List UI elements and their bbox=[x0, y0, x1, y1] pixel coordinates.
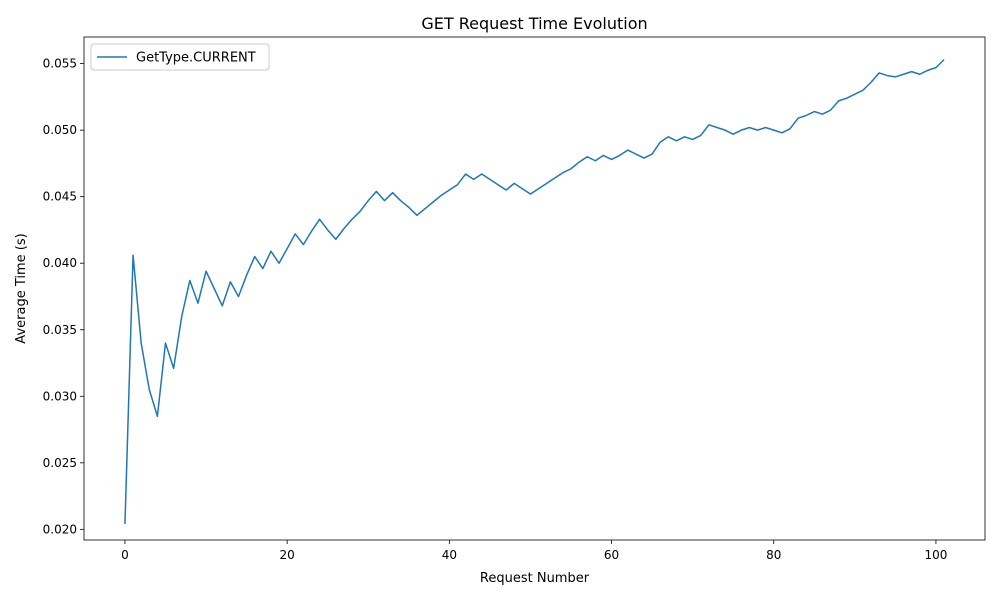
series-line-gettype-current bbox=[124, 59, 945, 525]
y-tick-label: 0.045 bbox=[43, 190, 77, 204]
x-tick-label: 0 bbox=[121, 548, 129, 562]
legend-label-gettype-current: GetType.CURRENT bbox=[136, 51, 256, 66]
y-tick-label: 0.025 bbox=[43, 456, 77, 470]
y-tick-label: 0.050 bbox=[43, 123, 77, 137]
x-tick-label: 40 bbox=[442, 548, 457, 562]
x-tick-label: 80 bbox=[766, 548, 781, 562]
y-tick-label: 0.040 bbox=[43, 256, 77, 270]
x-axis-ticks: 0 20 40 60 80 100 bbox=[121, 540, 947, 562]
y-axis-ticks: 0.020 0.025 0.030 0.035 0.040 0.045 0.050 0.055 bbox=[43, 57, 84, 536]
plot-area bbox=[124, 59, 945, 525]
chart-title: GET Request Time Evolution bbox=[421, 14, 647, 33]
y-axis-label: Average Time (s) bbox=[14, 233, 29, 343]
legend-box bbox=[90, 43, 270, 71]
y-tick-label: 0.030 bbox=[43, 389, 77, 403]
x-tick-label: 60 bbox=[604, 548, 619, 562]
x-axis-label: Request Number bbox=[480, 571, 590, 586]
axes-frame bbox=[83, 36, 986, 541]
y-tick-label: 0.035 bbox=[43, 323, 77, 337]
x-tick-label: 20 bbox=[280, 548, 295, 562]
y-tick-label: 0.055 bbox=[43, 57, 77, 71]
y-tick-label: 0.020 bbox=[43, 522, 77, 536]
x-tick-label: 100 bbox=[924, 548, 947, 562]
legend: GetType.CURRENT bbox=[90, 43, 270, 71]
